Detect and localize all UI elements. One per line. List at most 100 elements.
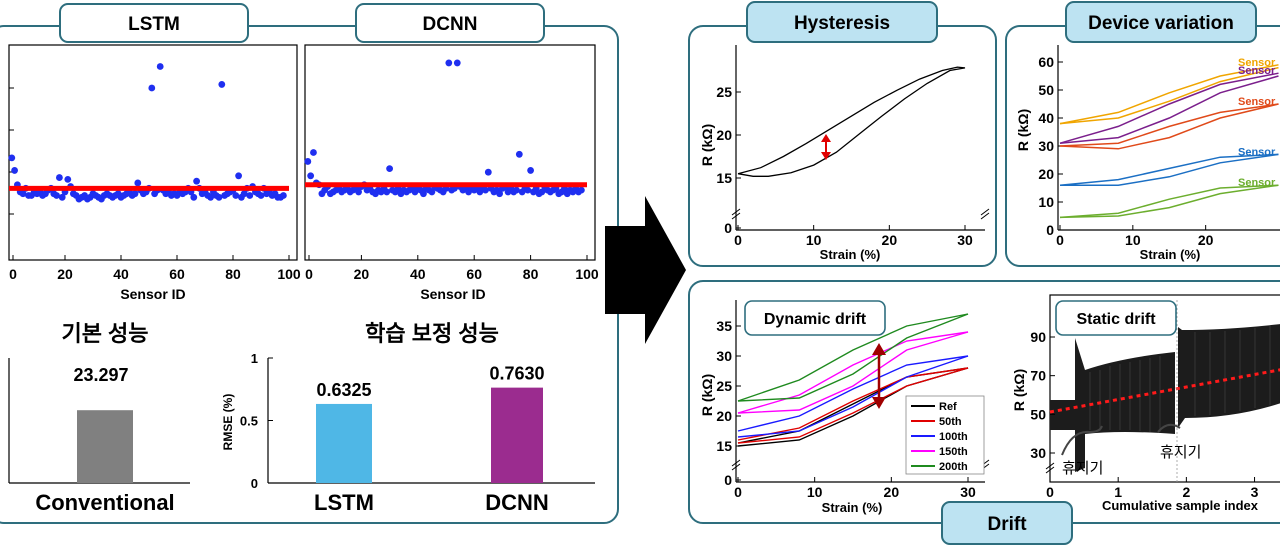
device-variation-y-label: R (kΩ) — [1015, 109, 1031, 151]
lstm-bar — [316, 403, 372, 483]
device-variation-y-tick-label: 50 — [1038, 82, 1054, 98]
dynamic-drift-curve — [737, 313, 969, 402]
lstm-bar-value: 0.6325 — [316, 380, 371, 400]
lstm-point — [207, 193, 215, 201]
dcnn-x-tick-label: 100 — [575, 266, 599, 282]
dcnn-point — [538, 188, 546, 196]
conventional-bar-chart: 23.297 Conventional — [8, 358, 190, 515]
device-variation-curve — [1059, 153, 1279, 186]
static-drift-x-label: Cumulative sample index — [1102, 498, 1259, 513]
device-variation-series-label: Sensor — [1238, 177, 1276, 189]
conventional-bar-value: 23.297 — [73, 365, 128, 385]
dcnn-x-tick-label: 20 — [354, 266, 370, 282]
rest-period-label-2: 휴지기 — [1160, 444, 1201, 461]
device-variation-y-tick-label: 20 — [1038, 166, 1054, 182]
rest-period-label-1: 휴지기 — [1062, 460, 1103, 477]
static-drift-label: Static drift — [1076, 311, 1156, 328]
dynamic-drift-legend: Ref 50th 100th 150th 200th — [905, 395, 985, 475]
dynamic-drift-plot: 0 10 20 30 0 15 20 25 30 35 Dynamic drift Ref 50th… — [699, 300, 990, 515]
dcnn-point — [484, 168, 492, 176]
lstm-point — [240, 190, 248, 198]
rmse-y-tick-label: 1 — [251, 351, 258, 366]
lstm-point — [218, 81, 226, 88]
dcnn-point — [355, 188, 362, 196]
lstm-plot-frame — [8, 44, 298, 261]
device-variation-curve — [1059, 72, 1279, 144]
dynamic-drift-y-tick-label: 20 — [716, 408, 732, 424]
lstm-point — [190, 193, 198, 201]
lstm-tab-label: LSTM — [128, 14, 180, 35]
dcnn-tab-label: DCNN — [423, 14, 478, 35]
static-drift-x-tick-label: 0 — [1046, 484, 1054, 500]
lstm-category-label: LSTM — [314, 490, 374, 515]
static-drift-y-tick-label: 90 — [1030, 329, 1046, 345]
lstm-point — [232, 192, 240, 199]
static-drift-trend-line — [1049, 368, 1280, 414]
device-variation-series-label: Sensor — [1238, 146, 1276, 158]
dynamic-drift-y-axis-break-icon — [731, 459, 741, 471]
device-variation-curve — [1059, 103, 1279, 147]
lstm-point — [134, 179, 142, 187]
hysteresis-ticks: 0 10 20 30 0 15 20 25 — [716, 84, 990, 248]
lstm-x-tick-label: 80 — [225, 266, 241, 282]
dcnn-point — [411, 188, 419, 196]
dcnn-points — [304, 59, 585, 198]
device-variation-curve — [1059, 184, 1279, 219]
dcnn-point — [386, 165, 393, 173]
static-drift-plot: 0 1 2 3 30 50 70 90 Static drift 휴지기 휴지기 R (kΩ)… — [1011, 294, 1280, 513]
static-drift-y-axis-break-icon — [1045, 462, 1055, 474]
dcnn-plot-frame — [304, 44, 596, 261]
dynamic-drift-x-label: Strain (%) — [822, 500, 883, 515]
drift-tab: Drift — [941, 501, 1073, 545]
dcnn-x-tick-label: 40 — [410, 266, 426, 282]
device-variation-y-tick-label: 10 — [1038, 194, 1054, 210]
legend-label: 100th — [939, 431, 968, 443]
hysteresis-loop-curve — [737, 66, 966, 177]
dynamic-drift-curve — [737, 331, 969, 414]
dcnn-point — [524, 186, 532, 194]
device-variation-tab: Device variation — [1065, 1, 1257, 43]
static-drift-y-tick-label: 30 — [1030, 445, 1046, 461]
rmse-y-label: RMSE (%) — [221, 394, 235, 451]
dcnn-x-tick-label: 0 — [305, 266, 313, 282]
lstm-point — [156, 63, 164, 70]
dynamic-drift-x-tick-label: 20 — [884, 484, 900, 500]
hysteresis-y-tick-label: 15 — [716, 170, 732, 186]
hysteresis-plot: 0 10 20 30 0 15 20 25 R (kΩ) Strain (%) — [699, 45, 990, 262]
device-variation-curve — [1059, 103, 1279, 150]
legend-label: 50th — [939, 416, 962, 428]
dcnn-x-ticks: 0 20 40 60 80 100 — [305, 255, 599, 282]
hysteresis-gap-arrow-icon — [821, 134, 831, 160]
dcnn-tab: DCNN — [355, 3, 545, 43]
lstm-point — [257, 192, 265, 199]
lstm-point — [53, 192, 60, 199]
dcnn-point — [310, 149, 317, 156]
lstm-point — [148, 84, 156, 92]
hysteresis-tab: Hysteresis — [746, 1, 938, 43]
hysteresis-y-tick-label: 0 — [724, 220, 732, 236]
lstm-scatter-plot: 0 20 40 60 80 100 Sensor ID — [8, 44, 301, 302]
static-drift-label-box: Static drift — [1055, 300, 1177, 336]
lstm-x-tick-label: 60 — [169, 266, 185, 282]
rmse-y-tick-label: 0.5 — [240, 414, 258, 429]
hysteresis-y-axis-break-icon — [731, 208, 741, 220]
rmse-y-ticks: 00.51 — [240, 351, 273, 491]
dcnn-x-tick-label: 80 — [523, 266, 539, 282]
static-drift-texture — [1089, 326, 1271, 432]
device-variation-curve — [1059, 64, 1279, 125]
rmse-bar-chart: 00.51 RMSE (%) 0.6325 0.7630 LSTM DCNN — [221, 351, 595, 515]
right-arrow-icon — [605, 196, 686, 344]
device-variation-series-label: Sensor — [1238, 57, 1276, 69]
dynamic-drift-curve — [737, 367, 969, 441]
dcnn-bar-value: 0.7630 — [489, 364, 544, 384]
lstm-point — [131, 190, 139, 198]
dcnn-x-tick-label: 60 — [466, 266, 482, 282]
device-variation-curve — [1060, 153, 1279, 186]
lstm-x-tick-label: 20 — [57, 266, 73, 282]
dcnn-point — [453, 59, 461, 67]
lstm-x-tick-label: 100 — [277, 266, 301, 282]
device-variation-curve — [1059, 66, 1279, 125]
